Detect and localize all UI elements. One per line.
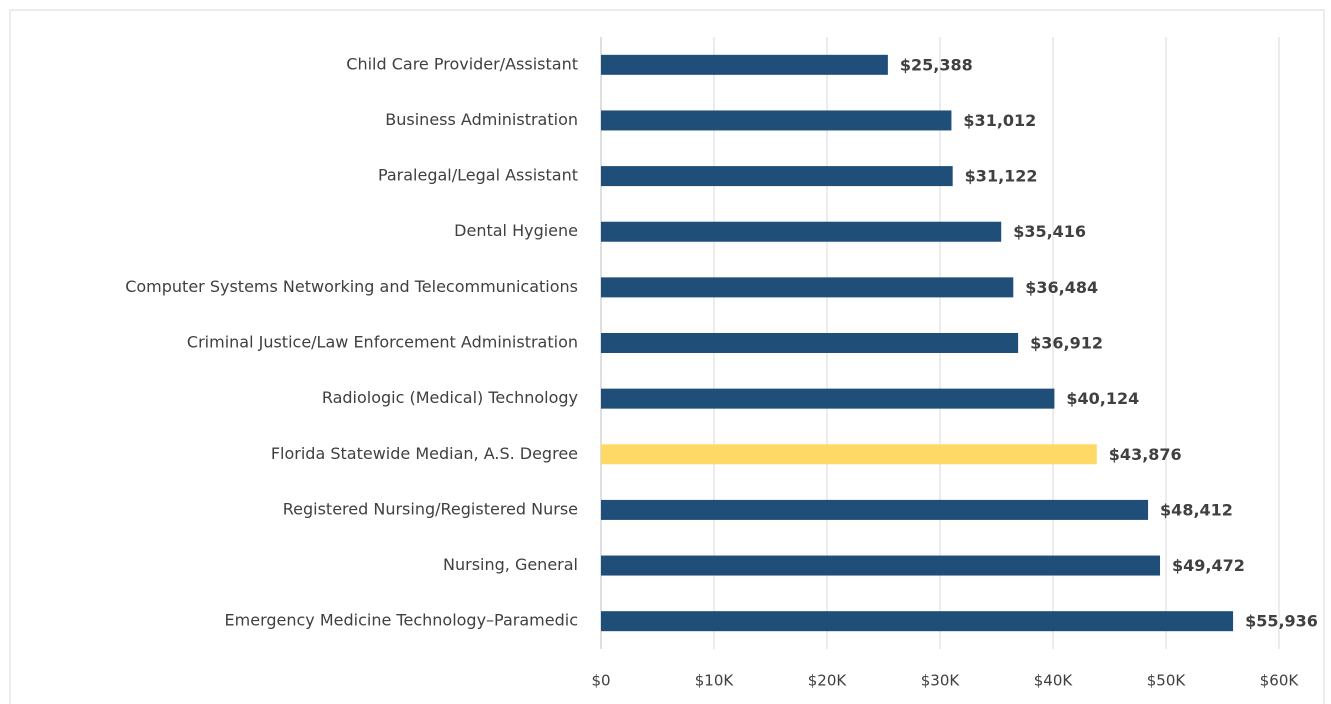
- value-label: $36,484: [1025, 278, 1098, 297]
- x-tick-label: $50K: [1147, 672, 1187, 690]
- y-tick-label: Paralegal/Legal Assistant: [378, 166, 578, 185]
- x-tick-label: $0: [591, 672, 610, 690]
- bar: [601, 110, 952, 131]
- y-tick-label: Emergency Medicine Technology–Paramedic: [225, 611, 578, 630]
- bar: [601, 555, 1161, 576]
- y-tick-label: Nursing, General: [443, 555, 578, 574]
- bar: [601, 444, 1097, 465]
- bar: [601, 333, 1019, 353]
- y-tick-label: Criminal Justice/Law Enforcement Adminis…: [187, 333, 578, 352]
- bar: [601, 277, 1014, 298]
- x-tick-label: $40K: [1034, 672, 1074, 690]
- value-label: $43,876: [1109, 445, 1182, 464]
- value-label: $35,416: [1013, 222, 1086, 241]
- bar: [601, 54, 888, 75]
- bar: [601, 499, 1149, 520]
- bar: [601, 221, 1002, 242]
- bar: [601, 388, 1055, 409]
- x-tick-label: $30K: [921, 672, 961, 690]
- y-tick-label: Florida Statewide Median, A.S. Degree: [271, 444, 578, 463]
- value-label: $49,472: [1172, 556, 1245, 575]
- x-tick-label: $10K: [695, 672, 735, 690]
- x-tick-label: $60K: [1260, 672, 1300, 690]
- y-tick-label: Dental Hygiene: [454, 221, 578, 240]
- value-label: $36,912: [1030, 334, 1103, 353]
- y-tick-label: Registered Nursing/Registered Nurse: [283, 499, 578, 518]
- y-tick-label: Radiologic (Medical) Technology: [322, 388, 578, 407]
- bar: [601, 611, 1234, 632]
- value-label: $40,124: [1066, 389, 1139, 408]
- value-label: $31,122: [965, 167, 1038, 186]
- bar: [601, 166, 953, 187]
- value-label: $55,936: [1245, 612, 1318, 631]
- x-tick-label: $20K: [808, 672, 848, 690]
- value-label: $48,412: [1160, 500, 1233, 519]
- value-label: $31,012: [963, 111, 1036, 130]
- value-label: $25,388: [900, 55, 973, 74]
- y-tick-label: Child Care Provider/Assistant: [346, 54, 578, 73]
- y-tick-label: Computer Systems Networking and Telecomm…: [125, 277, 578, 296]
- y-tick-label: Business Administration: [385, 110, 578, 129]
